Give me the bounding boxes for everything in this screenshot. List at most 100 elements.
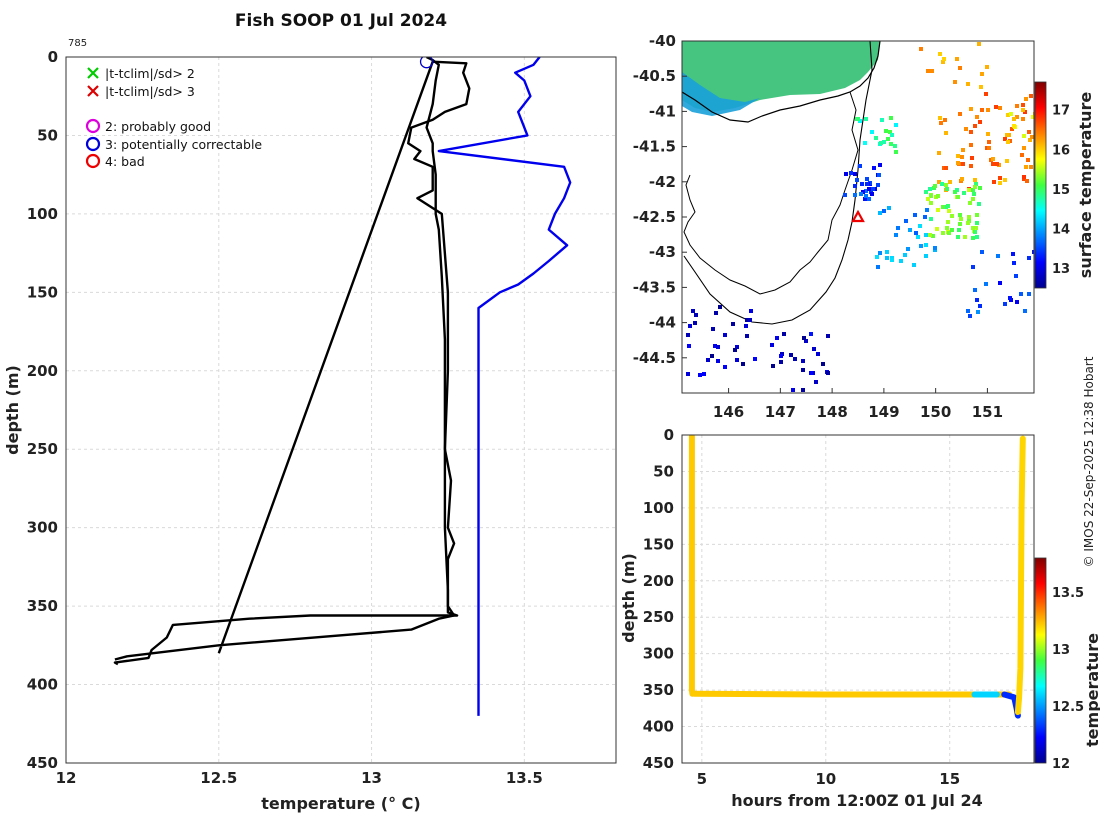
map-sst-pixel [867,187,871,191]
map-sst-pixel [916,235,920,239]
map-sst-pixel [978,120,982,124]
map-sst-pixel [863,197,867,201]
map-sst-pixel [986,108,990,112]
map-sst-pixel [995,162,999,166]
map-sst-pixel [691,309,695,313]
map-sst-pixel [872,166,876,170]
map-sst-pixel [812,347,816,351]
map-sst-pixel [975,115,979,119]
map-sst-pixel [943,118,947,122]
profile-ytick-label: 200 [27,362,58,380]
map-sst-pixel [713,344,717,348]
map-sst-pixel [958,222,962,226]
map-sst-pixel [1024,97,1028,101]
map-sst-pixel [880,118,884,122]
map-sst-pixel [958,112,962,116]
map-sst-pixel [779,360,783,364]
map-sst-pixel [893,144,897,148]
profile-ticks: 12 12.5 13 13.5 0 50 100 150 200 250 300 350 400 450 [27,48,543,787]
map-sst-pixel [974,182,978,186]
timeseries-colorbar-tick: 12.5 [1052,700,1084,715]
map-sst-pixel [1027,130,1031,134]
timeseries-ytick-label: 400 [643,718,674,736]
map-sst-pixel [998,281,1002,285]
map-sst-pixel [826,334,830,338]
map-sst-pixel [998,176,1002,180]
map-sst-pixel [1029,94,1033,98]
map-sst-pixel [957,228,961,232]
map-sst-pixel [968,201,972,205]
map-sst-pixel [969,143,973,147]
profile-ylabel: depth (m) [3,365,22,455]
map-sst-pixel [855,178,859,182]
map-sst-pixel [1026,158,1030,162]
profile-line-climatology [437,57,572,716]
map-sst-pixel [687,344,691,348]
map-xtick-label: 148 [816,403,847,421]
credit-text: © IMOS 22-Sep-2025 12:38 Hobart [1082,356,1096,567]
map-sst-pixel [731,322,735,326]
map-sst-pixel [1020,153,1024,157]
map-sst-pixel [971,188,975,192]
map-sst-pixel [899,259,903,263]
map-sst-pixel [946,220,950,224]
map-sst-pixel [801,368,805,372]
profile-xtick-label: 12 [56,769,77,787]
map-sst-pixel [1011,252,1015,256]
map-colorbar-label: surface temperature [1076,92,1095,279]
map-ytick-label: -44 [649,314,676,332]
map-sst-pixel [702,372,706,376]
map-sst-pixel [940,182,944,186]
map-sst-pixel [914,231,918,235]
map-ytick-label: -41.5 [633,138,676,156]
map-sst-pixel [809,371,813,375]
map-sst-pixel [968,314,972,318]
timeseries-ytick-label: 150 [643,535,674,553]
map-sst-pixel [723,333,727,337]
map-sst-pixel [973,178,977,182]
map-sst-pixel [950,228,954,232]
map-sst-pixel [926,69,930,73]
map-sst-pixel [856,117,860,121]
map-sst-pixel [821,362,825,366]
map-sst-pixel [882,209,886,213]
map-sst-pixel [956,235,960,239]
map-sst-pixel [948,180,952,184]
map-sst-pixel [998,181,1002,185]
map-sst-pixel [944,166,948,170]
map-sst-pixel [853,184,857,188]
map-sst-pixel [991,162,995,166]
map-sst-pixel [962,191,966,195]
map-shelf-contour [683,41,873,325]
profile-ytick-label: 150 [27,283,58,301]
map-sst-pixel [878,251,882,255]
map-sst-pixel [864,117,868,121]
map-sst-pixel [1030,135,1034,139]
map-sst-pixel [782,332,786,336]
map-sst-pixel [930,69,934,73]
map-sst-pixel [870,130,874,134]
map-sst-pixel [929,217,933,221]
map-sst-pixel [955,57,959,61]
map-sst-pixel [945,187,949,191]
map-sst-pixel [894,233,898,237]
map-sst-pixel [935,227,939,231]
map-sst-pixel [928,187,932,191]
map-sst-pixel [714,311,718,315]
map-sst-pixel [913,213,917,217]
map-sst-pixel [959,217,963,221]
map-sst-pixel [924,233,928,237]
map-sst-pixel [969,164,973,168]
map-sst-pixel [1012,124,1016,128]
map-colorbar-tick: 13 [1052,262,1070,277]
map-sst-pixel [972,192,976,196]
map-sst-pixel [686,333,690,337]
map-sst-pixel [749,309,753,313]
map-sst-pixel [941,60,945,64]
map-sst-pixel [976,310,980,314]
map-sst-pixel [877,173,881,177]
map-sst-pixel [688,324,692,328]
map-sst-pixel [973,124,977,128]
map-sst-pixel [894,150,898,154]
map-sst-pixel [978,304,982,308]
